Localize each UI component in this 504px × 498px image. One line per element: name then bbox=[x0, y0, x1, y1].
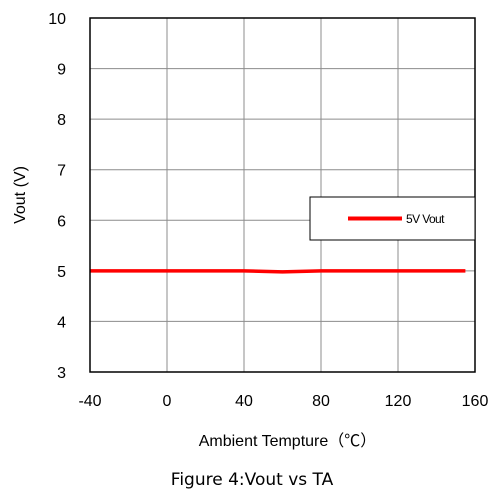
x-tick-label: -40 bbox=[78, 393, 101, 410]
x-tick-label: 40 bbox=[235, 393, 253, 410]
series-line-5v-vout bbox=[90, 269, 466, 274]
plot-frame bbox=[89, 17, 476, 373]
legend: 5V Vout bbox=[309, 196, 476, 241]
x-tick-label: 80 bbox=[312, 393, 330, 410]
legend-entry-label: 5V Vout bbox=[406, 212, 445, 226]
x-tick-label: 160 bbox=[462, 393, 489, 410]
y-tick-label: 5 bbox=[57, 264, 66, 281]
y-tick-label: 10 bbox=[48, 11, 66, 28]
grid bbox=[89, 17, 476, 373]
y-tick-label: 9 bbox=[57, 62, 66, 79]
series-layer bbox=[90, 269, 466, 274]
x-tick-label: 0 bbox=[163, 393, 172, 410]
y-axis-label: Vout (V) bbox=[12, 166, 29, 224]
y-tick-label: 3 bbox=[57, 365, 66, 382]
figure-caption: Figure 4:Vout vs TA bbox=[170, 470, 334, 490]
x-axis-label: Ambient Tempture（℃） bbox=[199, 432, 377, 450]
y-tick-label: 8 bbox=[57, 112, 66, 129]
y-tick-label: 4 bbox=[57, 314, 66, 331]
chart: -40 0 40 80 120 160 3 4 5 6 7 8 9 10 Ambient Temptur… bbox=[12, 11, 488, 450]
x-tick-label: 120 bbox=[385, 393, 412, 410]
y-tick-label: 6 bbox=[57, 213, 66, 230]
x-tick-labels: -40 0 40 80 120 160 bbox=[78, 393, 488, 410]
y-tick-label: 7 bbox=[57, 163, 66, 180]
y-tick-labels: 3 4 5 6 7 8 9 10 bbox=[48, 11, 66, 382]
